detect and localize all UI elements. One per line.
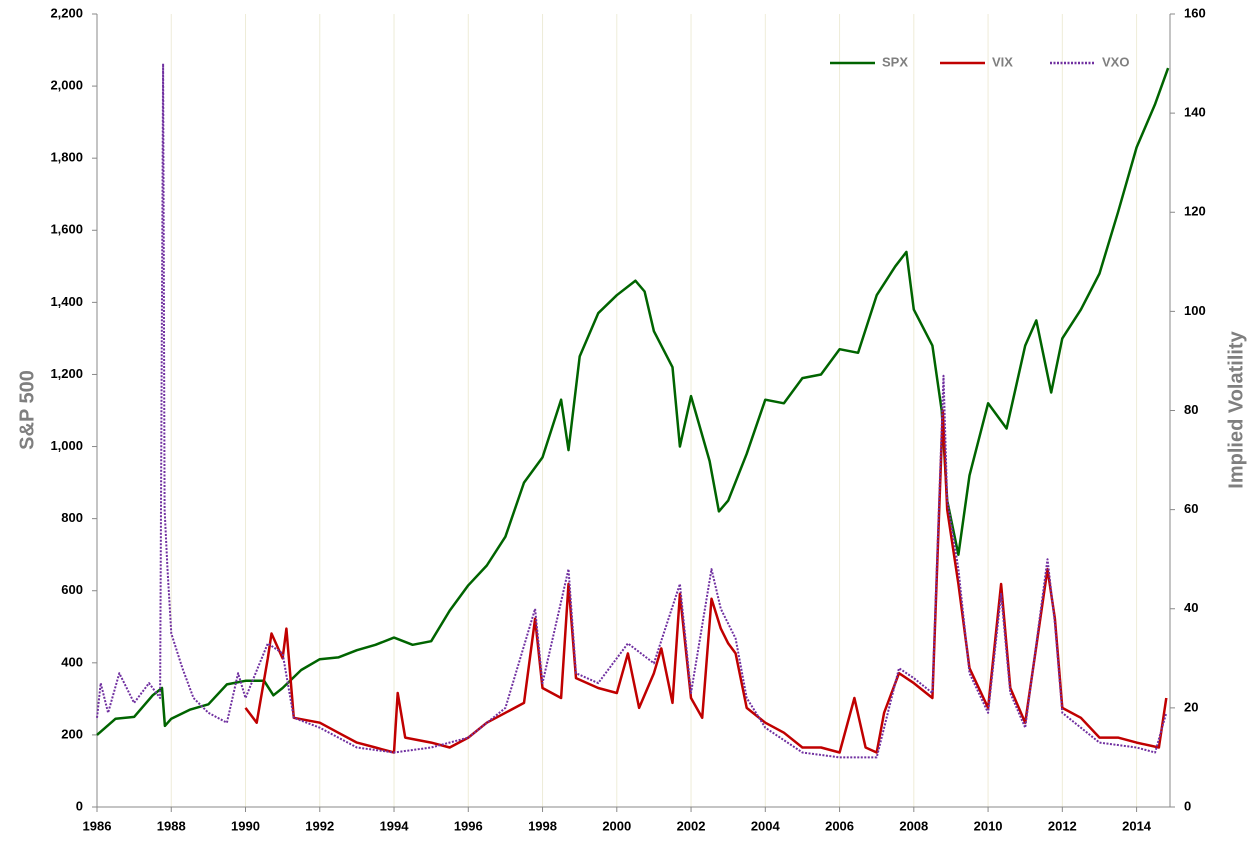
series-line bbox=[96, 67, 1170, 736]
y-tick-label: 400 bbox=[61, 654, 83, 669]
x-tick-label: 1994 bbox=[380, 818, 410, 833]
x-tick-label: 2002 bbox=[677, 818, 706, 833]
y-tick-label: 600 bbox=[61, 582, 83, 597]
legend-label: VIX bbox=[992, 54, 1013, 69]
x-tick-label: 1998 bbox=[528, 818, 557, 833]
series-line bbox=[96, 62, 1168, 759]
x-tick-label: 2012 bbox=[1048, 818, 1077, 833]
y-tick-label: 1,600 bbox=[50, 222, 83, 237]
x-tick-label: 2010 bbox=[974, 818, 1003, 833]
y-tick-label: 2,200 bbox=[50, 5, 83, 20]
x-tick-label: 2004 bbox=[751, 818, 781, 833]
x-tick-label: 1986 bbox=[83, 818, 112, 833]
y-tick-label: 0 bbox=[76, 798, 83, 813]
y2-tick-label: 60 bbox=[1184, 501, 1198, 516]
x-tick-label: 2008 bbox=[899, 818, 928, 833]
y2-axis-title: Implied Volatility bbox=[1225, 330, 1247, 488]
y-tick-label: 2,000 bbox=[50, 78, 83, 93]
y-tick-label: 1,200 bbox=[50, 366, 83, 381]
y2-tick-label: 40 bbox=[1184, 600, 1198, 615]
legend-label: SPX bbox=[882, 54, 908, 69]
x-tick-label: 1996 bbox=[454, 818, 483, 833]
legend-label: VXO bbox=[1102, 54, 1129, 69]
y2-tick-label: 100 bbox=[1184, 303, 1206, 318]
y2-tick-label: 0 bbox=[1184, 798, 1191, 813]
x-tick-label: 2006 bbox=[825, 818, 854, 833]
y-tick-label: 1,400 bbox=[50, 294, 83, 309]
x-tick-label: 1988 bbox=[157, 818, 186, 833]
y-tick-label: 200 bbox=[61, 726, 83, 741]
y2-tick-label: 160 bbox=[1184, 5, 1206, 20]
x-tick-label: 1990 bbox=[231, 818, 260, 833]
x-tick-label: 2014 bbox=[1122, 818, 1152, 833]
y-tick-label: 800 bbox=[61, 510, 83, 525]
x-tick-label: 1992 bbox=[305, 818, 334, 833]
y-tick-label: 1,000 bbox=[50, 438, 83, 453]
y-tick-label: 1,800 bbox=[50, 150, 83, 165]
x-tick-label: 2000 bbox=[602, 818, 631, 833]
y-axis-title: S&P 500 bbox=[16, 370, 38, 450]
y2-tick-label: 140 bbox=[1184, 105, 1206, 120]
y2-tick-label: 20 bbox=[1184, 699, 1198, 714]
y2-tick-label: 80 bbox=[1184, 402, 1198, 417]
y2-tick-label: 120 bbox=[1184, 204, 1206, 219]
